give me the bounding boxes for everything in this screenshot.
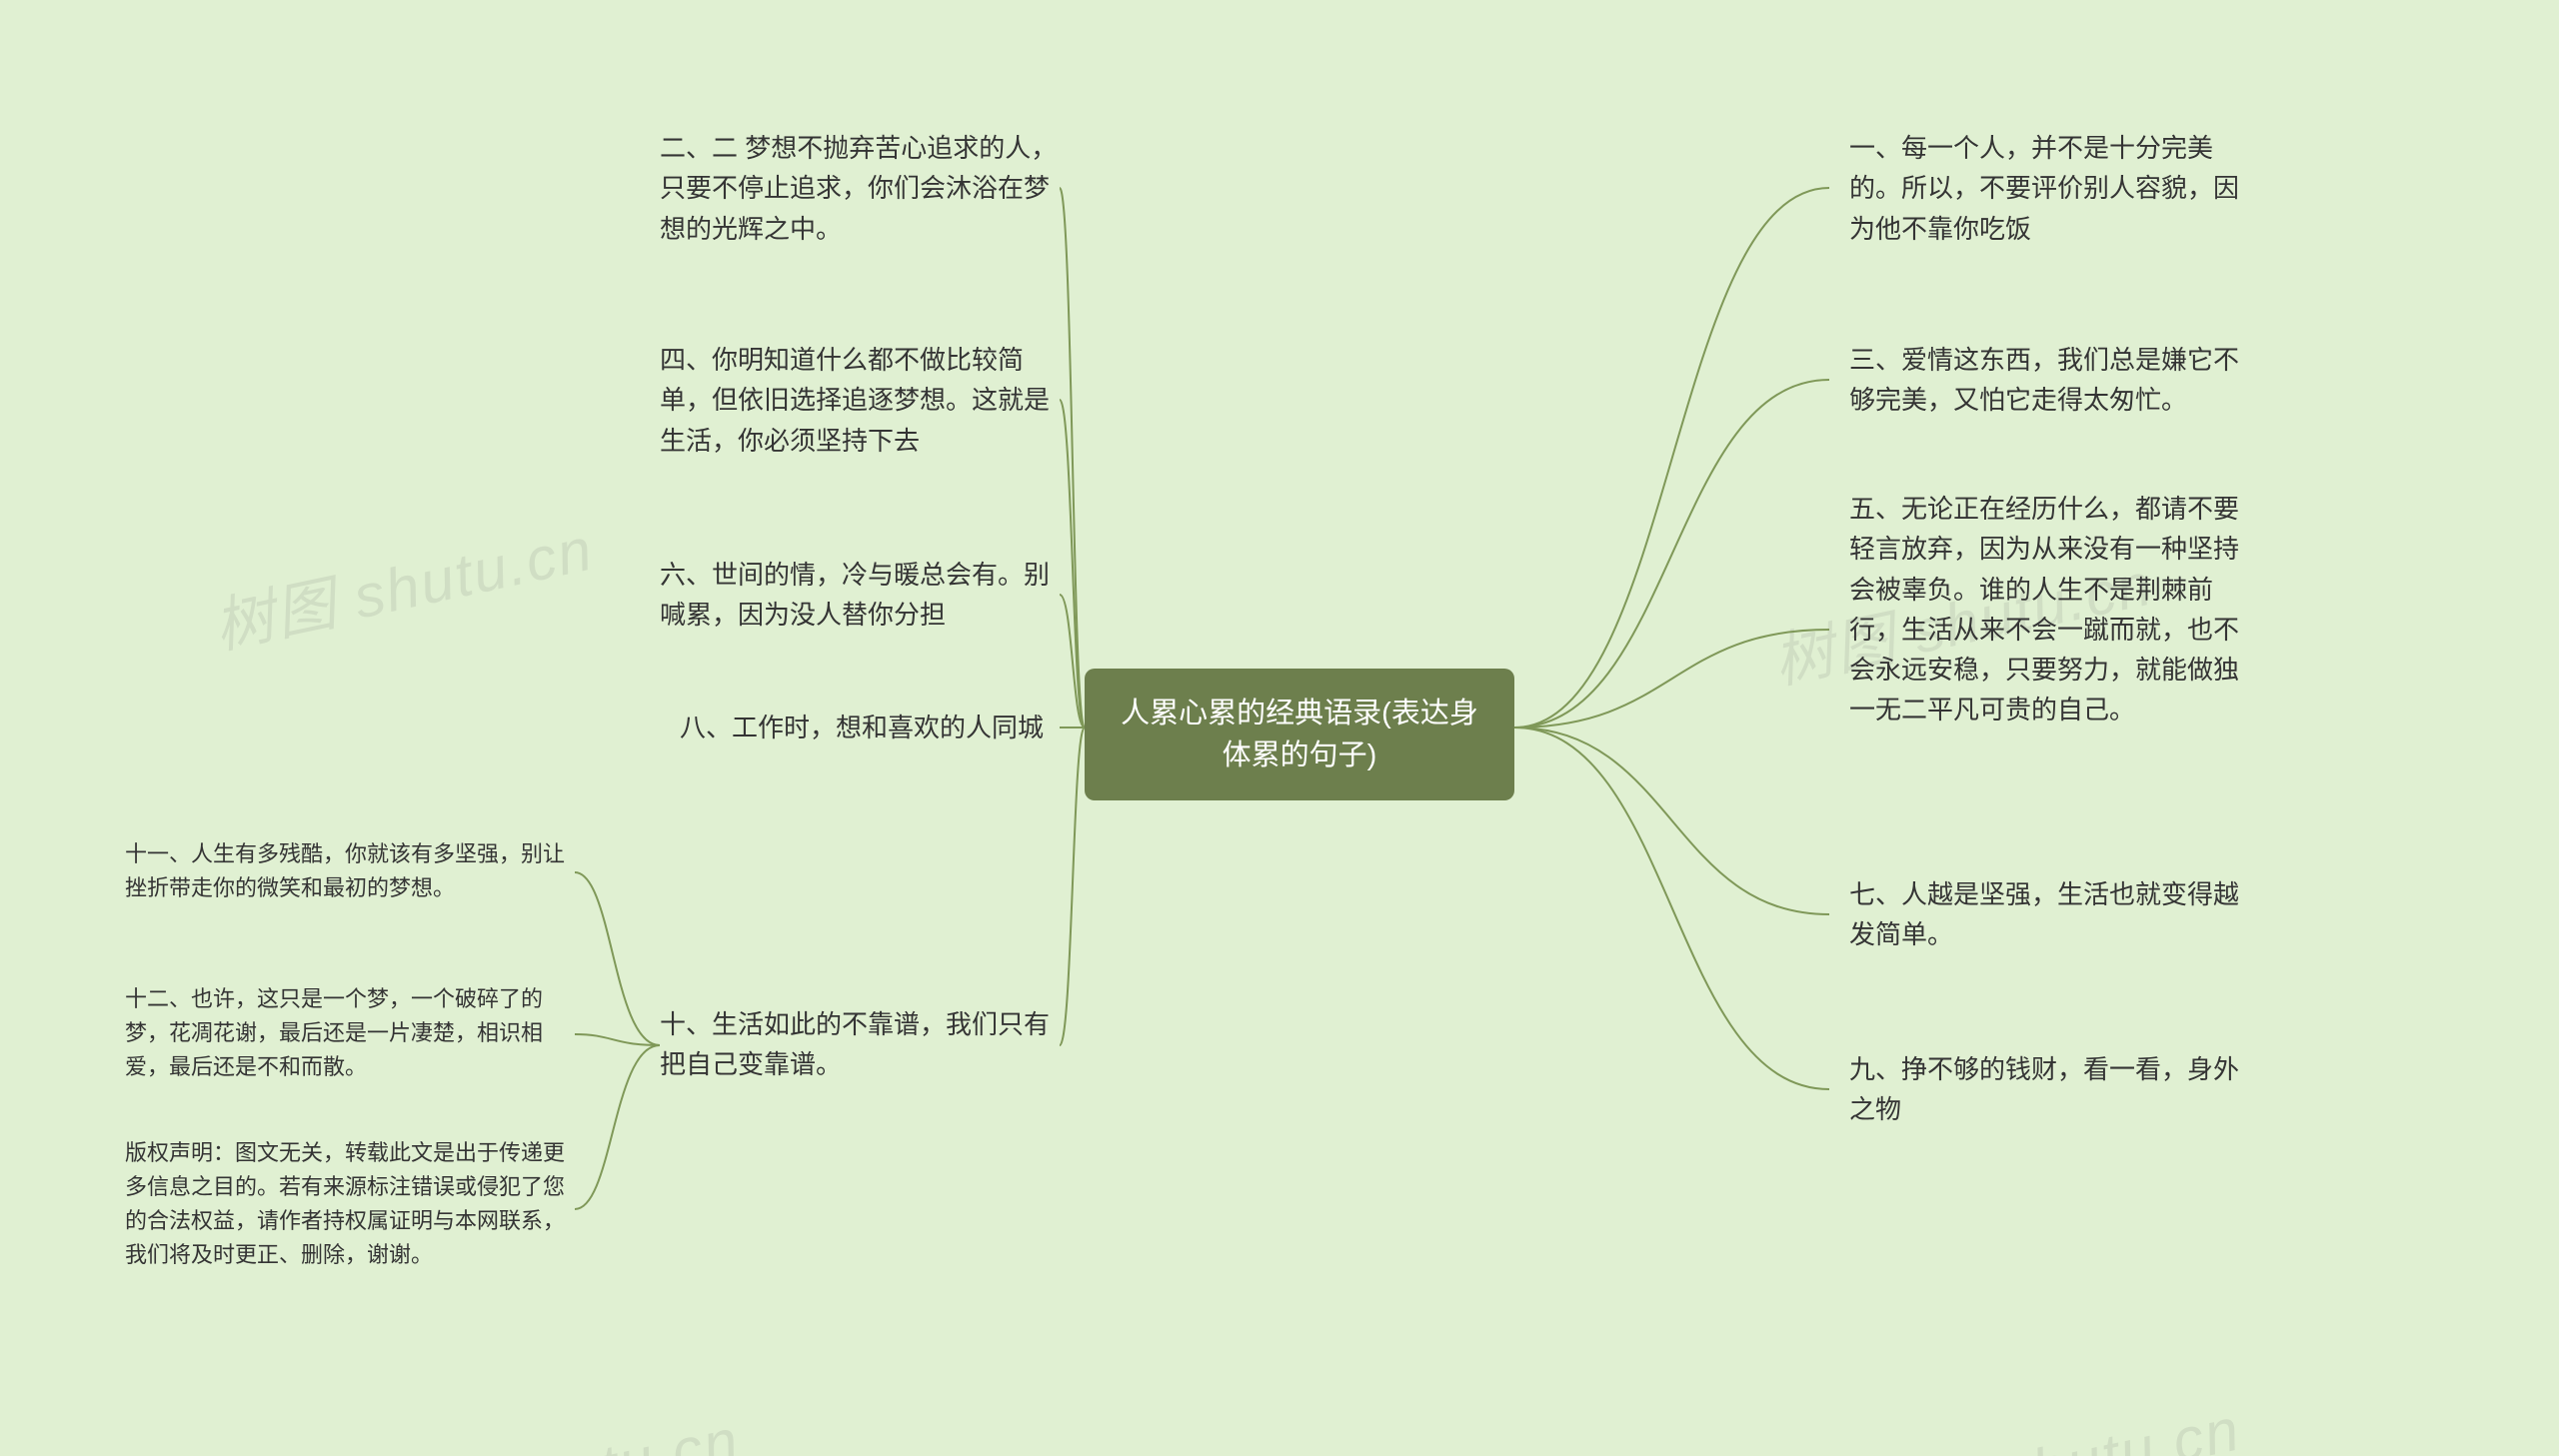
- node-R5[interactable]: 五、无论正在经历什么，都请不要轻言放弃，因为从来没有一种坚持会被辜负。谁的人生不…: [1849, 489, 2249, 730]
- node-L8[interactable]: 八、工作时，想和喜欢的人同城: [680, 708, 1080, 747]
- center-node[interactable]: 人累心累的经典语录(表达身体累的句子): [1085, 669, 1514, 800]
- watermark: tu.cn: [594, 1405, 745, 1456]
- node-L2[interactable]: 二、二 梦想不抛弃苦心追求的人，只要不停止追求，你们会沐浴在梦想的光辉之中。: [660, 128, 1060, 249]
- node-R9[interactable]: 九、挣不够的钱财，看一看，身外之物: [1849, 1049, 2249, 1130]
- node-R1[interactable]: 一、每一个人，并不是十分完美的。所以，不要评价别人容貌，因为他不靠你吃饭: [1849, 128, 2249, 249]
- node-R7[interactable]: 七、人越是坚强，生活也就变得越发简单。: [1849, 874, 2249, 955]
- node-copyright: 版权声明：图文无关，转载此文是出于传递更多信息之目的。若有来源标注错误或侵犯了您…: [125, 1136, 565, 1272]
- node-L4[interactable]: 四、你明知道什么都不做比较简单，但依旧选择追逐梦想。这就是生活，你必须坚持下去: [660, 340, 1060, 461]
- mindmap-canvas: 树图 shutu.cn 树图 shutu.cn tu.cn shutu.cn 人…: [0, 0, 2559, 1456]
- node-L10[interactable]: 十、生活如此的不靠谱，我们只有把自己变靠谱。: [660, 1004, 1060, 1085]
- watermark: 树图 shutu.cn: [205, 501, 600, 666]
- node-R3[interactable]: 三、爱情这东西，我们总是嫌它不够完美，又怕它走得太匆忙。: [1849, 340, 2249, 421]
- watermark: shutu.cn: [1994, 1395, 2246, 1456]
- node-L6[interactable]: 六、世间的情，冷与暖总会有。别喊累，因为没人替你分担: [660, 555, 1060, 636]
- node-L12[interactable]: 十二、也许，这只是一个梦，一个破碎了的梦，花凋花谢，最后还是一片凄楚，相识相爱，…: [125, 982, 565, 1084]
- node-L11[interactable]: 十一、人生有多残酷，你就该有多坚强，别让挫折带走你的微笑和最初的梦想。: [125, 837, 565, 905]
